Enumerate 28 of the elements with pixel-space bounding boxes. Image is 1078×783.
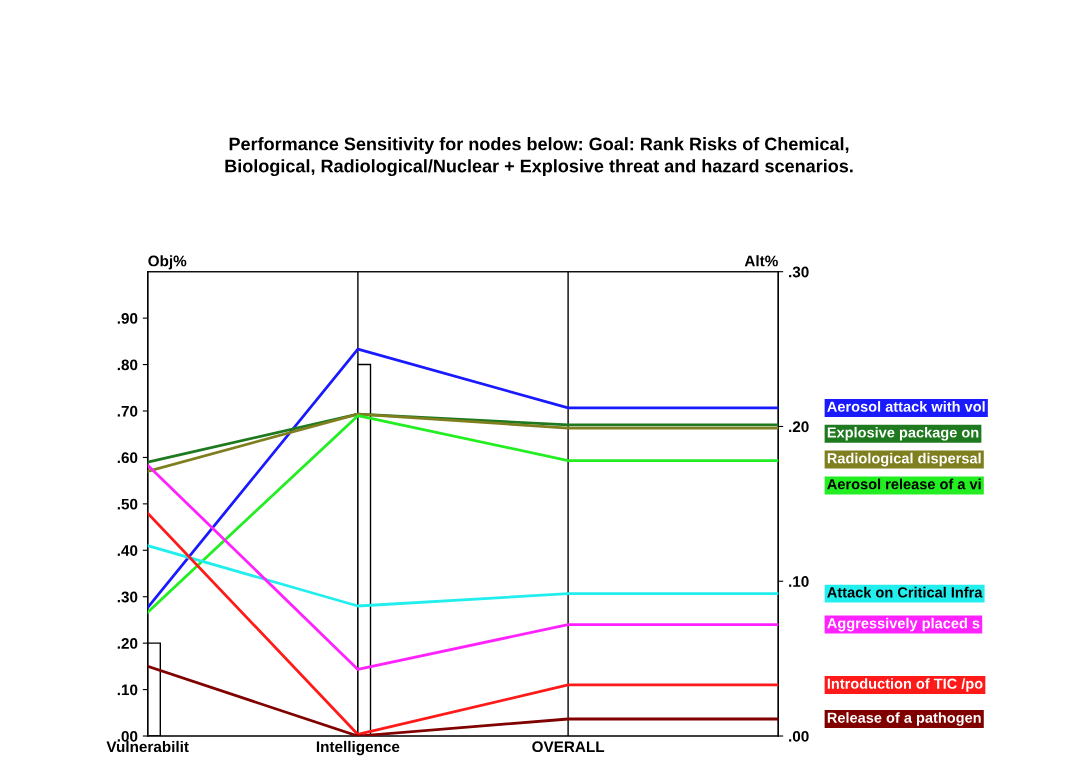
text: Explosive package on — [827, 426, 979, 441]
y-tick-label: .50 — [117, 498, 138, 510]
text: Aerosol attack with vol — [827, 401, 985, 412]
y-tick-label: .40 — [117, 545, 138, 556]
x-tick-label: Vulnerabilit — [106, 740, 189, 753]
x-tick-label: OVERALL — [532, 741, 605, 753]
y2-tick-label: .30 — [789, 266, 809, 278]
y-tick-label: .80 — [117, 359, 138, 371]
y2-tick-label: .20 — [789, 421, 809, 433]
y-tick-label: .10 — [117, 684, 138, 696]
y-tick-label: .60 — [117, 452, 138, 464]
y2-axis-title: Alt% — [744, 255, 778, 267]
text: Aerosol release of a vi — [827, 478, 981, 490]
y-axis-title: Obj% — [148, 255, 187, 270]
text: Attack on Critical Infra — [827, 586, 983, 598]
text: Aggressively placed s — [827, 617, 980, 632]
y-tick-label: .30 — [117, 591, 138, 603]
y2-tick-label: .00 — [789, 730, 809, 742]
text: Introduction of TIC /po — [827, 678, 983, 692]
y-tick-label: .70 — [117, 405, 138, 417]
y-tick-label: .00 — [117, 730, 138, 742]
y-tick-label: .90 — [117, 313, 138, 324]
x-tick-label: Intelligence — [316, 740, 400, 756]
chart-title: Performance Sensitivity for nodes below: Goal: Rank Risks of Chemical, Biological, Radiological/Nuclear + Explosive threat and hazard scenarios. — [225, 137, 853, 177]
text: Radiological dispersal — [827, 452, 981, 467]
y-tick-label: .20 — [117, 638, 138, 649]
text: Release of a pathogen — [827, 712, 981, 726]
y2-tick-label: .10 — [789, 576, 809, 587]
